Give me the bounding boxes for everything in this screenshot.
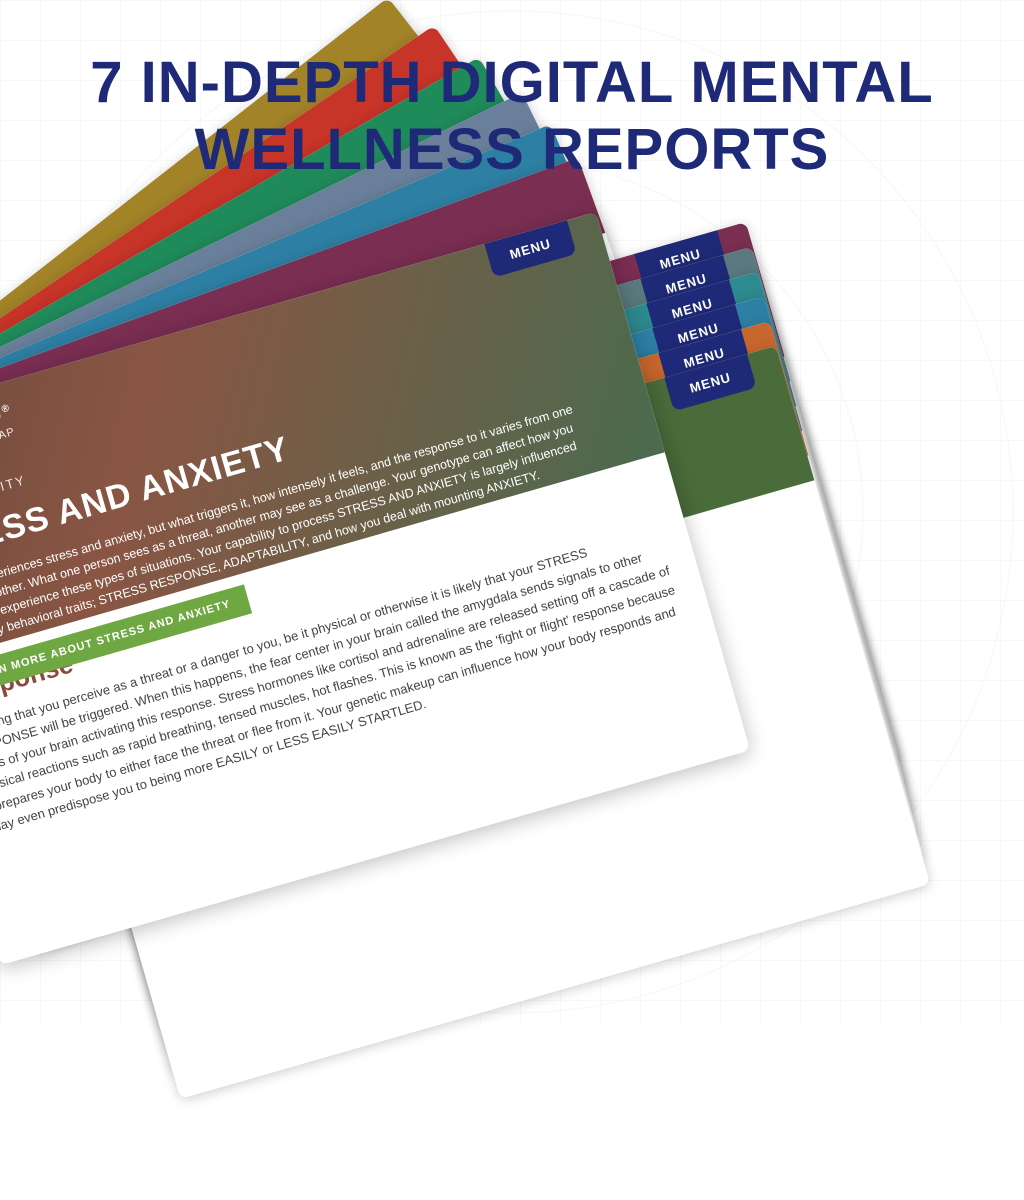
card-fan-stack: GENMIND® MENTAL HEALTH MAP GENMIND® MENT… — [0, 300, 1024, 1200]
page-title: 7 IN-DEPTH DIGITAL MENTAL WELLNESS REPOR… — [0, 0, 1024, 183]
